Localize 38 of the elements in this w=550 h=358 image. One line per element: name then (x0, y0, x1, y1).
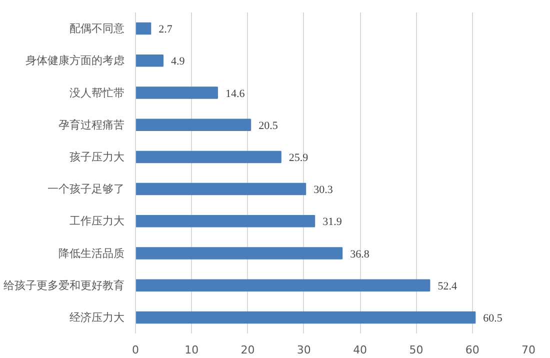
y-tick-label: 给孩子更多爱和更好教育 (4, 278, 124, 292)
data-label: 31.9 (322, 216, 342, 228)
bar (136, 247, 343, 260)
bar (136, 54, 164, 67)
y-tick-label: 经济压力大 (70, 310, 124, 324)
y-tick-label: 孕育过程痛苦 (58, 118, 124, 132)
bar (136, 150, 282, 164)
bar (136, 86, 218, 99)
bar (136, 118, 252, 131)
data-label: 4.9 (171, 56, 186, 68)
data-label: 2.7 (158, 24, 173, 36)
x-tick-label: 0 (132, 344, 139, 356)
y-tick-label: 降低生活品质 (58, 246, 124, 260)
x-tick-label: 70 (522, 344, 536, 356)
y-tick-label: 一个孩子足够了 (48, 182, 124, 196)
x-tick-label: 50 (409, 344, 424, 356)
x-tick-label: 30 (296, 344, 311, 356)
bar (136, 215, 316, 228)
data-label: 36.8 (350, 248, 370, 260)
data-label: 52.4 (438, 280, 458, 292)
data-label: 20.5 (258, 120, 278, 132)
x-tick-label: 10 (184, 344, 199, 356)
bar (136, 22, 152, 35)
data-label: 30.3 (314, 184, 334, 196)
data-label: 14.6 (225, 88, 246, 100)
x-tick-label: 20 (240, 344, 255, 356)
x-tick-label: 60 (465, 344, 480, 356)
bar (136, 311, 476, 324)
bar (136, 279, 430, 292)
x-tick-label: 40 (353, 344, 368, 356)
data-label: 25.9 (288, 152, 309, 164)
y-tick-label: 配偶不同意 (70, 22, 124, 36)
data-label: 60.5 (483, 312, 503, 324)
y-tick-label: 没人帮忙带 (70, 86, 124, 100)
y-tick-label: 工作压力大 (70, 214, 124, 228)
y-tick-label: 身体健康方面的考虑 (26, 54, 124, 68)
y-tick-label: 孩子压力大 (70, 150, 124, 164)
bar (136, 182, 306, 196)
